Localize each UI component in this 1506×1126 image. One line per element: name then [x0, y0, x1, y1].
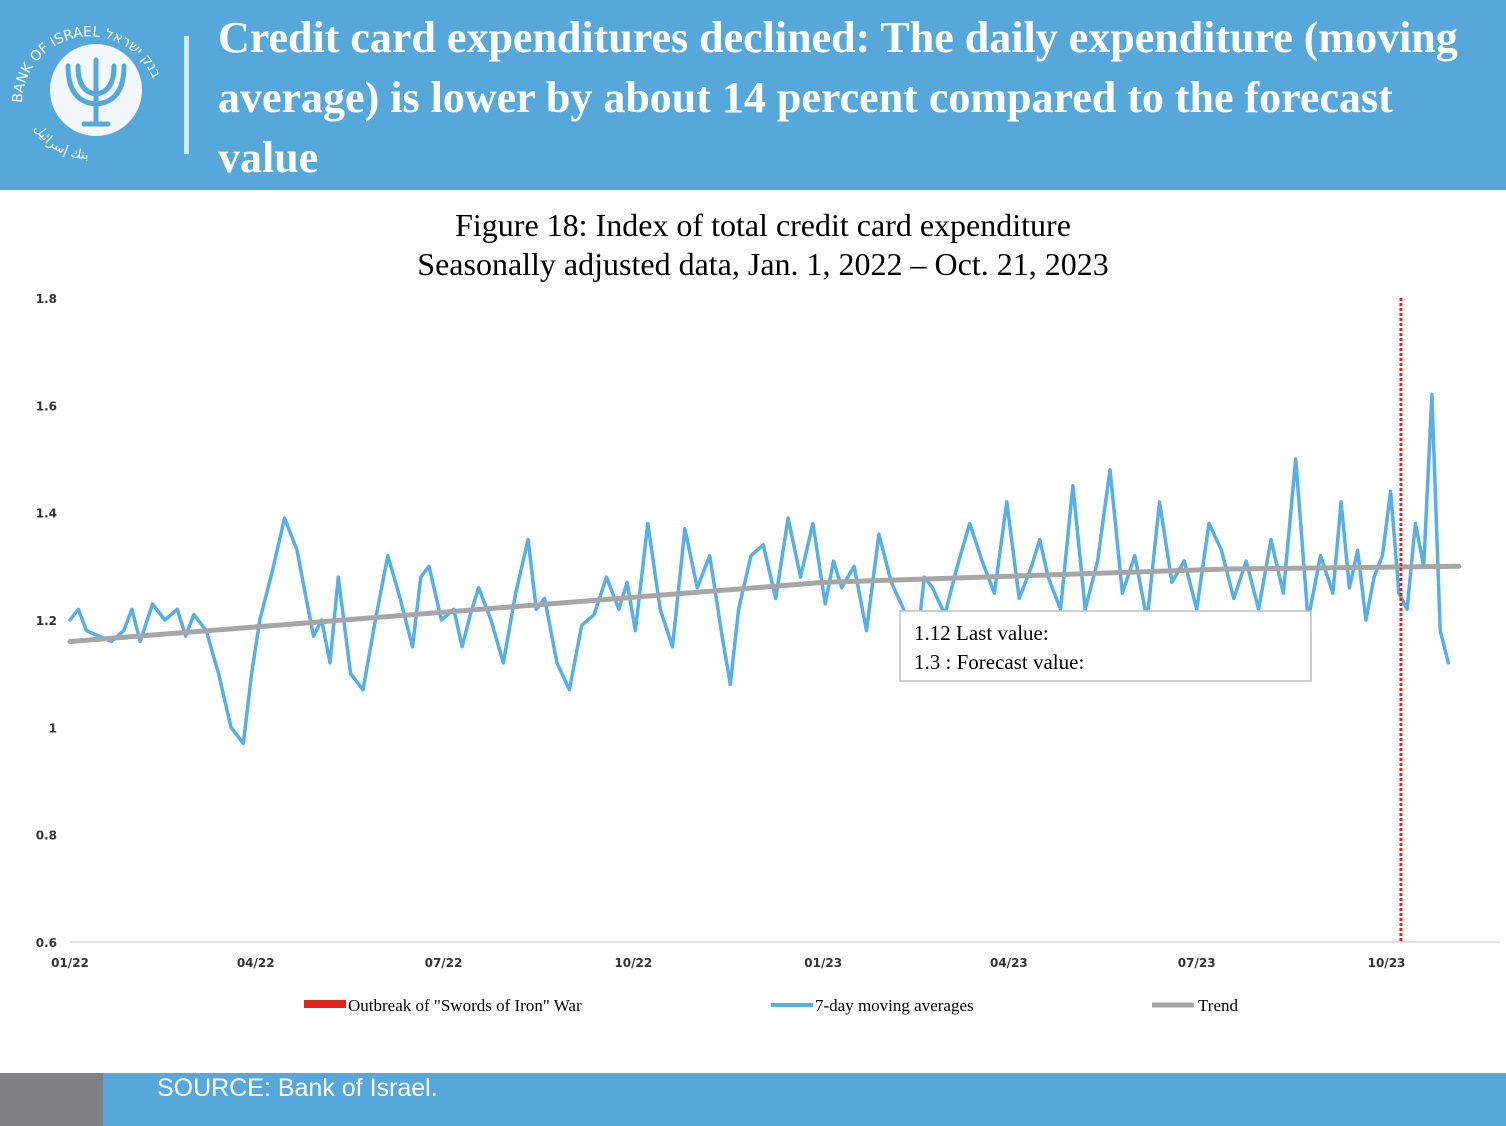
x-tick-label: 04/23	[990, 956, 1028, 970]
trend-line	[67, 563, 1462, 644]
x-tick-label: 10/23	[1368, 956, 1406, 970]
legend-item-war: Outbreak of "Swords of Iron" War	[304, 996, 582, 1015]
x-tick-label: 07/23	[1178, 956, 1216, 970]
page-title: Credit card expenditures declined: The d…	[218, 13, 1458, 182]
header-banner: BANK OF ISRAEL בנק ישראל بنك إسرائيل Cre…	[0, 0, 1506, 190]
x-tick-label: 04/22	[237, 956, 275, 970]
y-tick-label: 1.4	[36, 507, 57, 521]
chart-subtitle: Seasonally adjusted data, Jan. 1, 2022 –…	[417, 246, 1108, 282]
expenditure-chart: Figure 18: Index of total credit card ex…	[36, 207, 1500, 1015]
bank-of-israel-logo: BANK OF ISRAEL בנק ישראל بنك إسرائيل	[10, 24, 164, 163]
legend-label-war: Outbreak of "Swords of Iron" War	[348, 996, 582, 1015]
y-tick-label: 1.6	[36, 399, 57, 413]
x-tick-label: 01/22	[51, 956, 89, 970]
trend-series	[67, 563, 1462, 644]
y-tick-label: 1.8	[36, 292, 57, 306]
ma-series	[68, 392, 1451, 746]
legend-item-trend: Trend	[1152, 996, 1238, 1015]
x-tick-label: 10/22	[614, 956, 652, 970]
legend-label-trend: Trend	[1198, 996, 1238, 1015]
y-tick-label: 0.6	[36, 936, 57, 950]
legend-swatch-war	[304, 1000, 346, 1008]
x-tick-label: 07/22	[425, 956, 463, 970]
y-axis: 1.8 1.6 1.4 1.2 1 0.8 0.6	[36, 292, 57, 950]
y-tick-label: 0.8	[36, 829, 57, 843]
x-tick-label: 01/23	[804, 956, 842, 970]
chart-legend: Outbreak of "Swords of Iron" War 7-day m…	[304, 996, 1238, 1015]
x-axis: 01/22 04/22 07/22 10/22 01/23 04/23 07/23 10/23	[51, 956, 1405, 970]
header-divider	[184, 36, 189, 154]
last-value-label: 1.12 Last value:	[914, 621, 1049, 645]
source-note: SOURCE: Bank of Israel.	[157, 1074, 438, 1102]
legend-item-ma: 7-day moving averages	[771, 996, 974, 1015]
ma-line	[68, 392, 1451, 746]
footer-bar: SOURCE: Bank of Israel.	[0, 1073, 1506, 1126]
y-tick-label: 1	[49, 721, 57, 735]
menorah-icon	[65, 57, 127, 127]
chart-title: Figure 18: Index of total credit card ex…	[455, 207, 1071, 243]
value-annotation-box: 1.12 Last value: 1.3 : Forecast value:	[899, 610, 1312, 682]
forecast-value-label: 1.3 : Forecast value:	[914, 650, 1084, 674]
legend-label-ma: 7-day moving averages	[815, 996, 974, 1015]
footer-accent	[0, 1073, 103, 1126]
y-tick-label: 1.2	[36, 614, 57, 628]
